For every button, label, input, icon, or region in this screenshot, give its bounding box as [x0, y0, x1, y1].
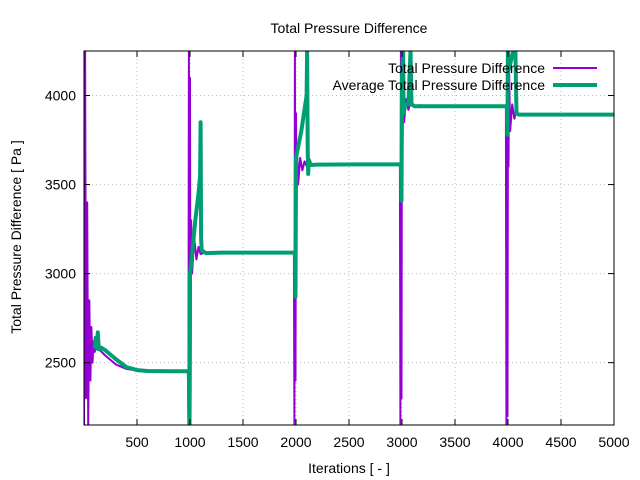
x-tick-label: 3000: [386, 434, 417, 450]
x-tick-label: 5000: [598, 434, 629, 450]
x-tick-label: 1500: [227, 434, 258, 450]
y-tick-label: 2500: [45, 355, 76, 371]
grid: [84, 51, 614, 425]
x-tick-label: 2000: [280, 434, 311, 450]
legend: Total Pressure Difference Average Total …: [333, 60, 597, 93]
axis-ticks: 500 1000 1500 2000 2500 3000 3500 4000 4500 5000 2…: [45, 51, 630, 450]
chart-title: Total Pressure Difference: [271, 20, 428, 36]
y-tick-label: 3500: [45, 177, 76, 193]
x-tick-label: 2500: [333, 434, 364, 450]
x-tick-label: 3500: [439, 434, 470, 450]
x-tick-label: 1000: [174, 434, 205, 450]
x-tick-label: 4500: [545, 434, 576, 450]
legend-label-average: Average Total Pressure Difference: [333, 77, 546, 93]
x-tick-label: 4000: [492, 434, 523, 450]
legend-label-total: Total Pressure Difference: [388, 60, 545, 76]
plot-area: [84, 51, 614, 425]
y-axis-label: Total Pressure Difference [ Pa ]: [8, 140, 24, 334]
y-tick-label: 4000: [45, 88, 76, 104]
y-tick-label: 3000: [45, 266, 76, 282]
series-line-1: [92, 51, 614, 425]
x-tick-label: 500: [125, 434, 149, 450]
x-axis-label: Iterations [ - ]: [308, 460, 390, 476]
